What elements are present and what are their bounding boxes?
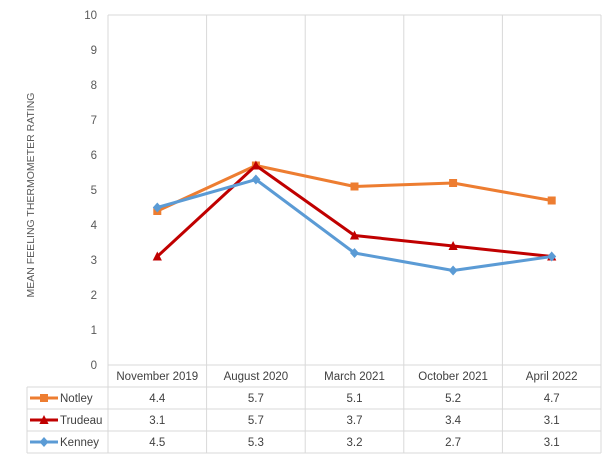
table-value-notley: 5.2 [445,393,461,405]
table-value-trudeau: 3.7 [347,415,363,427]
x-category-label: April 2022 [526,371,578,383]
data-point-notley [547,196,556,205]
legend-marker-kenney [39,437,49,447]
legend-label-notley: Notley [60,393,93,405]
table-value-notley: 5.7 [248,393,264,405]
table-value-trudeau: 3.1 [544,415,560,427]
x-category-label: August 2020 [224,371,289,383]
y-tick-label: 10 [84,10,97,22]
table-value-kenney: 5.3 [248,437,264,449]
table-value-kenney: 2.7 [445,437,461,449]
legend-label-kenney: Kenney [60,437,99,449]
data-point-trudeau [251,160,261,170]
data-point-notley [449,179,458,187]
y-tick-label: 4 [91,220,98,232]
table-value-notley: 5.1 [347,393,363,405]
data-point-trudeau [448,241,458,250]
table-value-kenney: 3.1 [544,437,560,449]
data-point-kenney [152,202,162,213]
table-value-kenney: 4.5 [149,437,165,449]
data-point-notley [350,182,359,191]
data-point-trudeau [152,251,162,261]
y-tick-label: 5 [91,185,97,197]
y-axis-title: MEAN FEELING THERMOMETER RATING [25,93,37,298]
y-tick-label: 7 [91,115,97,127]
data-point-kenney [350,248,359,258]
legend-marker-trudeau [39,415,49,424]
data-point-kenney [547,251,557,262]
y-tick-label: 8 [91,80,97,92]
table-value-trudeau: 3.4 [445,415,462,427]
legend-marker-notley [40,394,48,402]
table-value-trudeau: 5.7 [248,415,264,427]
y-tick-label: 2 [91,290,97,302]
legend-label-trudeau: Trudeau [60,415,102,427]
data-point-trudeau [349,230,360,240]
data-point-kenney [448,265,458,276]
data-point-kenney [251,174,261,185]
x-category-label: November 2019 [116,371,198,383]
y-tick-label: 9 [91,45,97,57]
x-category-label: October 2021 [418,371,488,383]
table-value-notley: 4.4 [149,393,166,405]
y-tick-label: 0 [91,360,97,372]
series-line-trudeau [155,164,554,258]
y-tick-label: 1 [91,325,97,337]
table-value-kenney: 3.2 [347,437,363,449]
y-tick-label: 3 [91,255,97,267]
table-value-trudeau: 3.1 [149,415,165,427]
x-category-label: March 2021 [324,371,385,383]
y-tick-label: 6 [91,150,97,162]
table-value-notley: 4.7 [544,393,560,405]
